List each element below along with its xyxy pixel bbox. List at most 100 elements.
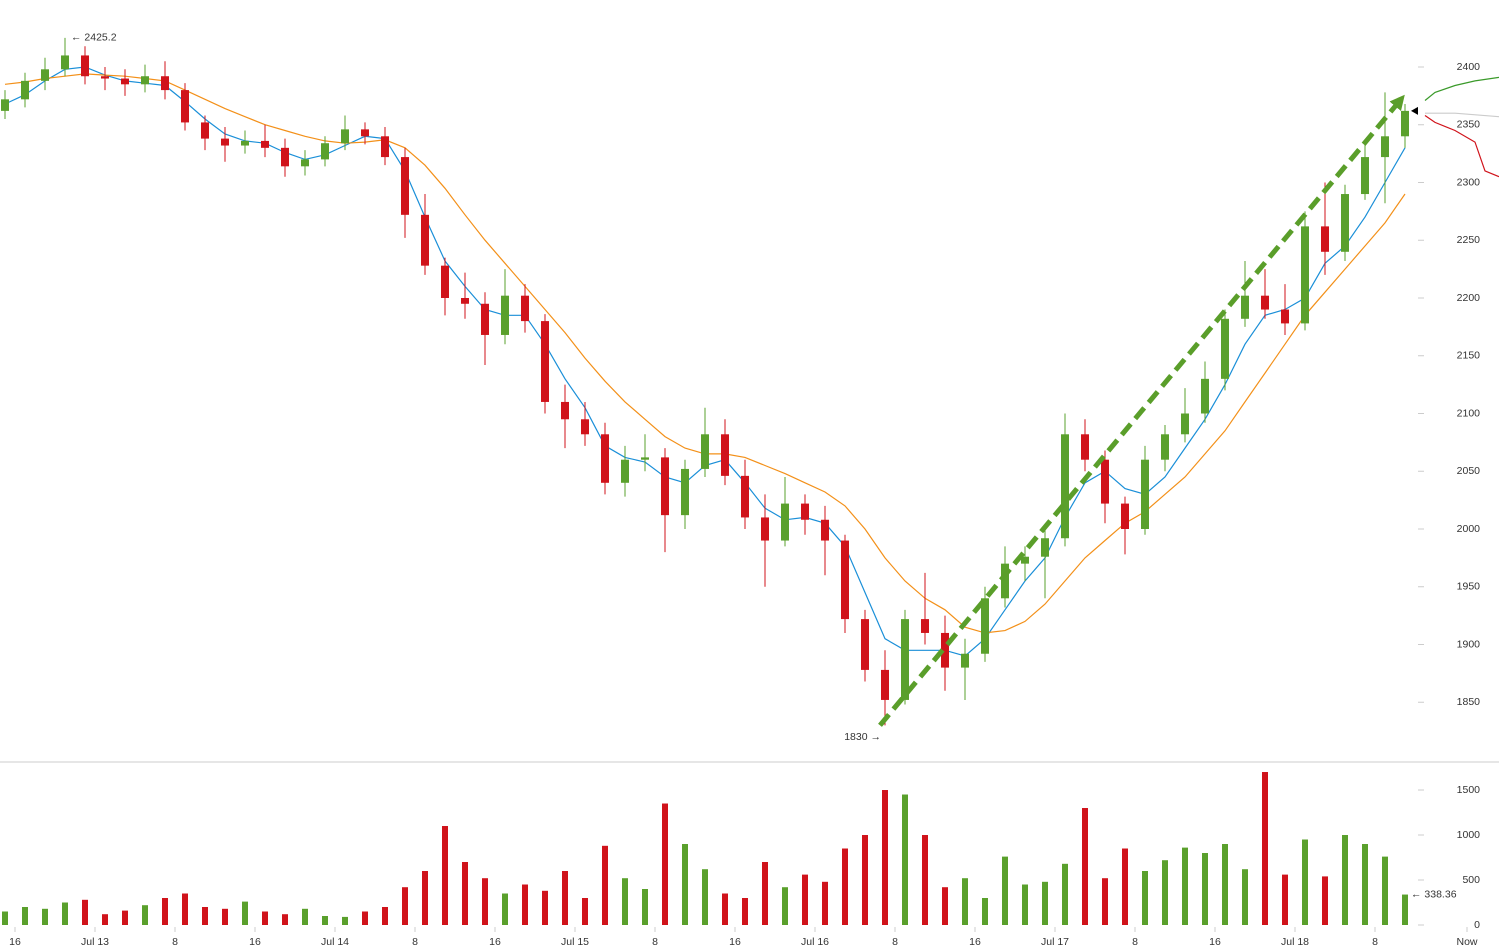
candle-body [1101, 459, 1109, 504]
candle-body [961, 653, 969, 668]
x-tick-label: 16 [969, 936, 981, 948]
candle-body [161, 76, 169, 91]
candle-body [881, 669, 889, 700]
volume-bar [602, 845, 608, 925]
volume-bar [1302, 839, 1308, 925]
candle-body [761, 517, 769, 541]
x-tick-label: 8 [412, 936, 418, 948]
x-tick-label: 8 [172, 936, 178, 948]
candle-body [581, 419, 589, 435]
candle-body [1041, 538, 1049, 557]
volume-bar [582, 898, 588, 925]
volume-bar [742, 898, 748, 925]
candle-body [1, 99, 9, 111]
candle-body [981, 598, 989, 654]
moving-line [1425, 112, 1499, 118]
volume-bar [1222, 844, 1228, 925]
volume-bar [1322, 876, 1328, 925]
candle-body [521, 295, 529, 322]
candle-body [901, 619, 909, 700]
candle-body [401, 157, 409, 215]
candle-body [561, 401, 569, 420]
x-tick-label: 16 [729, 936, 741, 948]
candle-body [1081, 434, 1089, 460]
x-tick-label: Now [1456, 936, 1477, 948]
volume-bar [1262, 772, 1268, 925]
volume-bar [2, 911, 8, 925]
volume-bar [942, 887, 948, 925]
volume-bar [1182, 847, 1188, 925]
candle-body [1361, 157, 1369, 195]
candle-body [341, 129, 349, 144]
y-tick-label: 2000 [1457, 523, 1481, 535]
volume-bar [362, 911, 368, 925]
volume-bar [282, 914, 288, 925]
y-tick-label: 2400 [1457, 61, 1481, 73]
volume-bar [482, 878, 488, 925]
volume-bar [1202, 853, 1208, 925]
candle-body [121, 78, 129, 85]
x-tick-label: Jul 13 [81, 936, 109, 948]
candle-body [941, 632, 949, 668]
candle-body [741, 475, 749, 518]
volume-bar [1082, 808, 1088, 925]
volume-bar [762, 862, 768, 925]
volume-bar [502, 893, 508, 925]
volume-bar [382, 907, 388, 925]
volume-bar [882, 790, 888, 925]
candle-body [501, 295, 509, 335]
candle-body [821, 519, 829, 541]
y-tick-label: 1000 [1457, 829, 1481, 841]
volume-bar [1382, 856, 1388, 925]
volume-bar [902, 794, 908, 925]
candle-body [1321, 226, 1329, 252]
x-tick-label: Jul 14 [321, 936, 349, 948]
candle-body [421, 214, 429, 266]
candle-body [1121, 503, 1129, 529]
volume-bar [1342, 835, 1348, 925]
candle-body [101, 76, 109, 79]
moving-line [4, 66, 1406, 657]
volume-bar [242, 901, 248, 925]
candle-body [1221, 318, 1229, 379]
candle-body [1241, 295, 1249, 319]
trendline [878, 94, 1405, 727]
candle-body [921, 619, 929, 633]
volume-bar [1242, 869, 1248, 925]
candle-body [1281, 309, 1289, 324]
volume-bar [862, 835, 868, 925]
y-tick-label: 1950 [1457, 581, 1481, 593]
volume-bar [842, 848, 848, 925]
candle-body [61, 55, 69, 70]
candle-body [1201, 378, 1209, 414]
volume-bar [822, 881, 828, 925]
candle-body [1261, 295, 1269, 310]
candle-body [141, 76, 149, 85]
candle-body [1181, 413, 1189, 435]
x-tick-label: 16 [9, 936, 21, 948]
volume-bar [1002, 856, 1008, 925]
x-tick-label: 8 [1372, 936, 1378, 948]
volume-bar [82, 899, 88, 925]
candle-body [241, 140, 249, 146]
x-tick-label: Jul 16 [801, 936, 829, 948]
candle-body [681, 468, 689, 516]
y-tick-label: 2050 [1457, 465, 1481, 477]
volume-bar [342, 916, 348, 925]
y-tick-label: 2100 [1457, 407, 1481, 419]
volume-bar [142, 905, 148, 925]
volume-bar [462, 862, 468, 925]
candle-body [541, 321, 549, 402]
price-marker [1411, 106, 1418, 115]
candle-body [1381, 136, 1389, 158]
moving-line [1424, 115, 1499, 178]
candle-body [81, 55, 89, 77]
candle-body [1301, 226, 1309, 324]
candle-body [1021, 556, 1029, 564]
volume-bar [982, 898, 988, 925]
volume-bar [222, 908, 228, 925]
candle-body [661, 457, 669, 516]
volume-bar [42, 908, 48, 925]
volume-bar [1402, 894, 1408, 925]
